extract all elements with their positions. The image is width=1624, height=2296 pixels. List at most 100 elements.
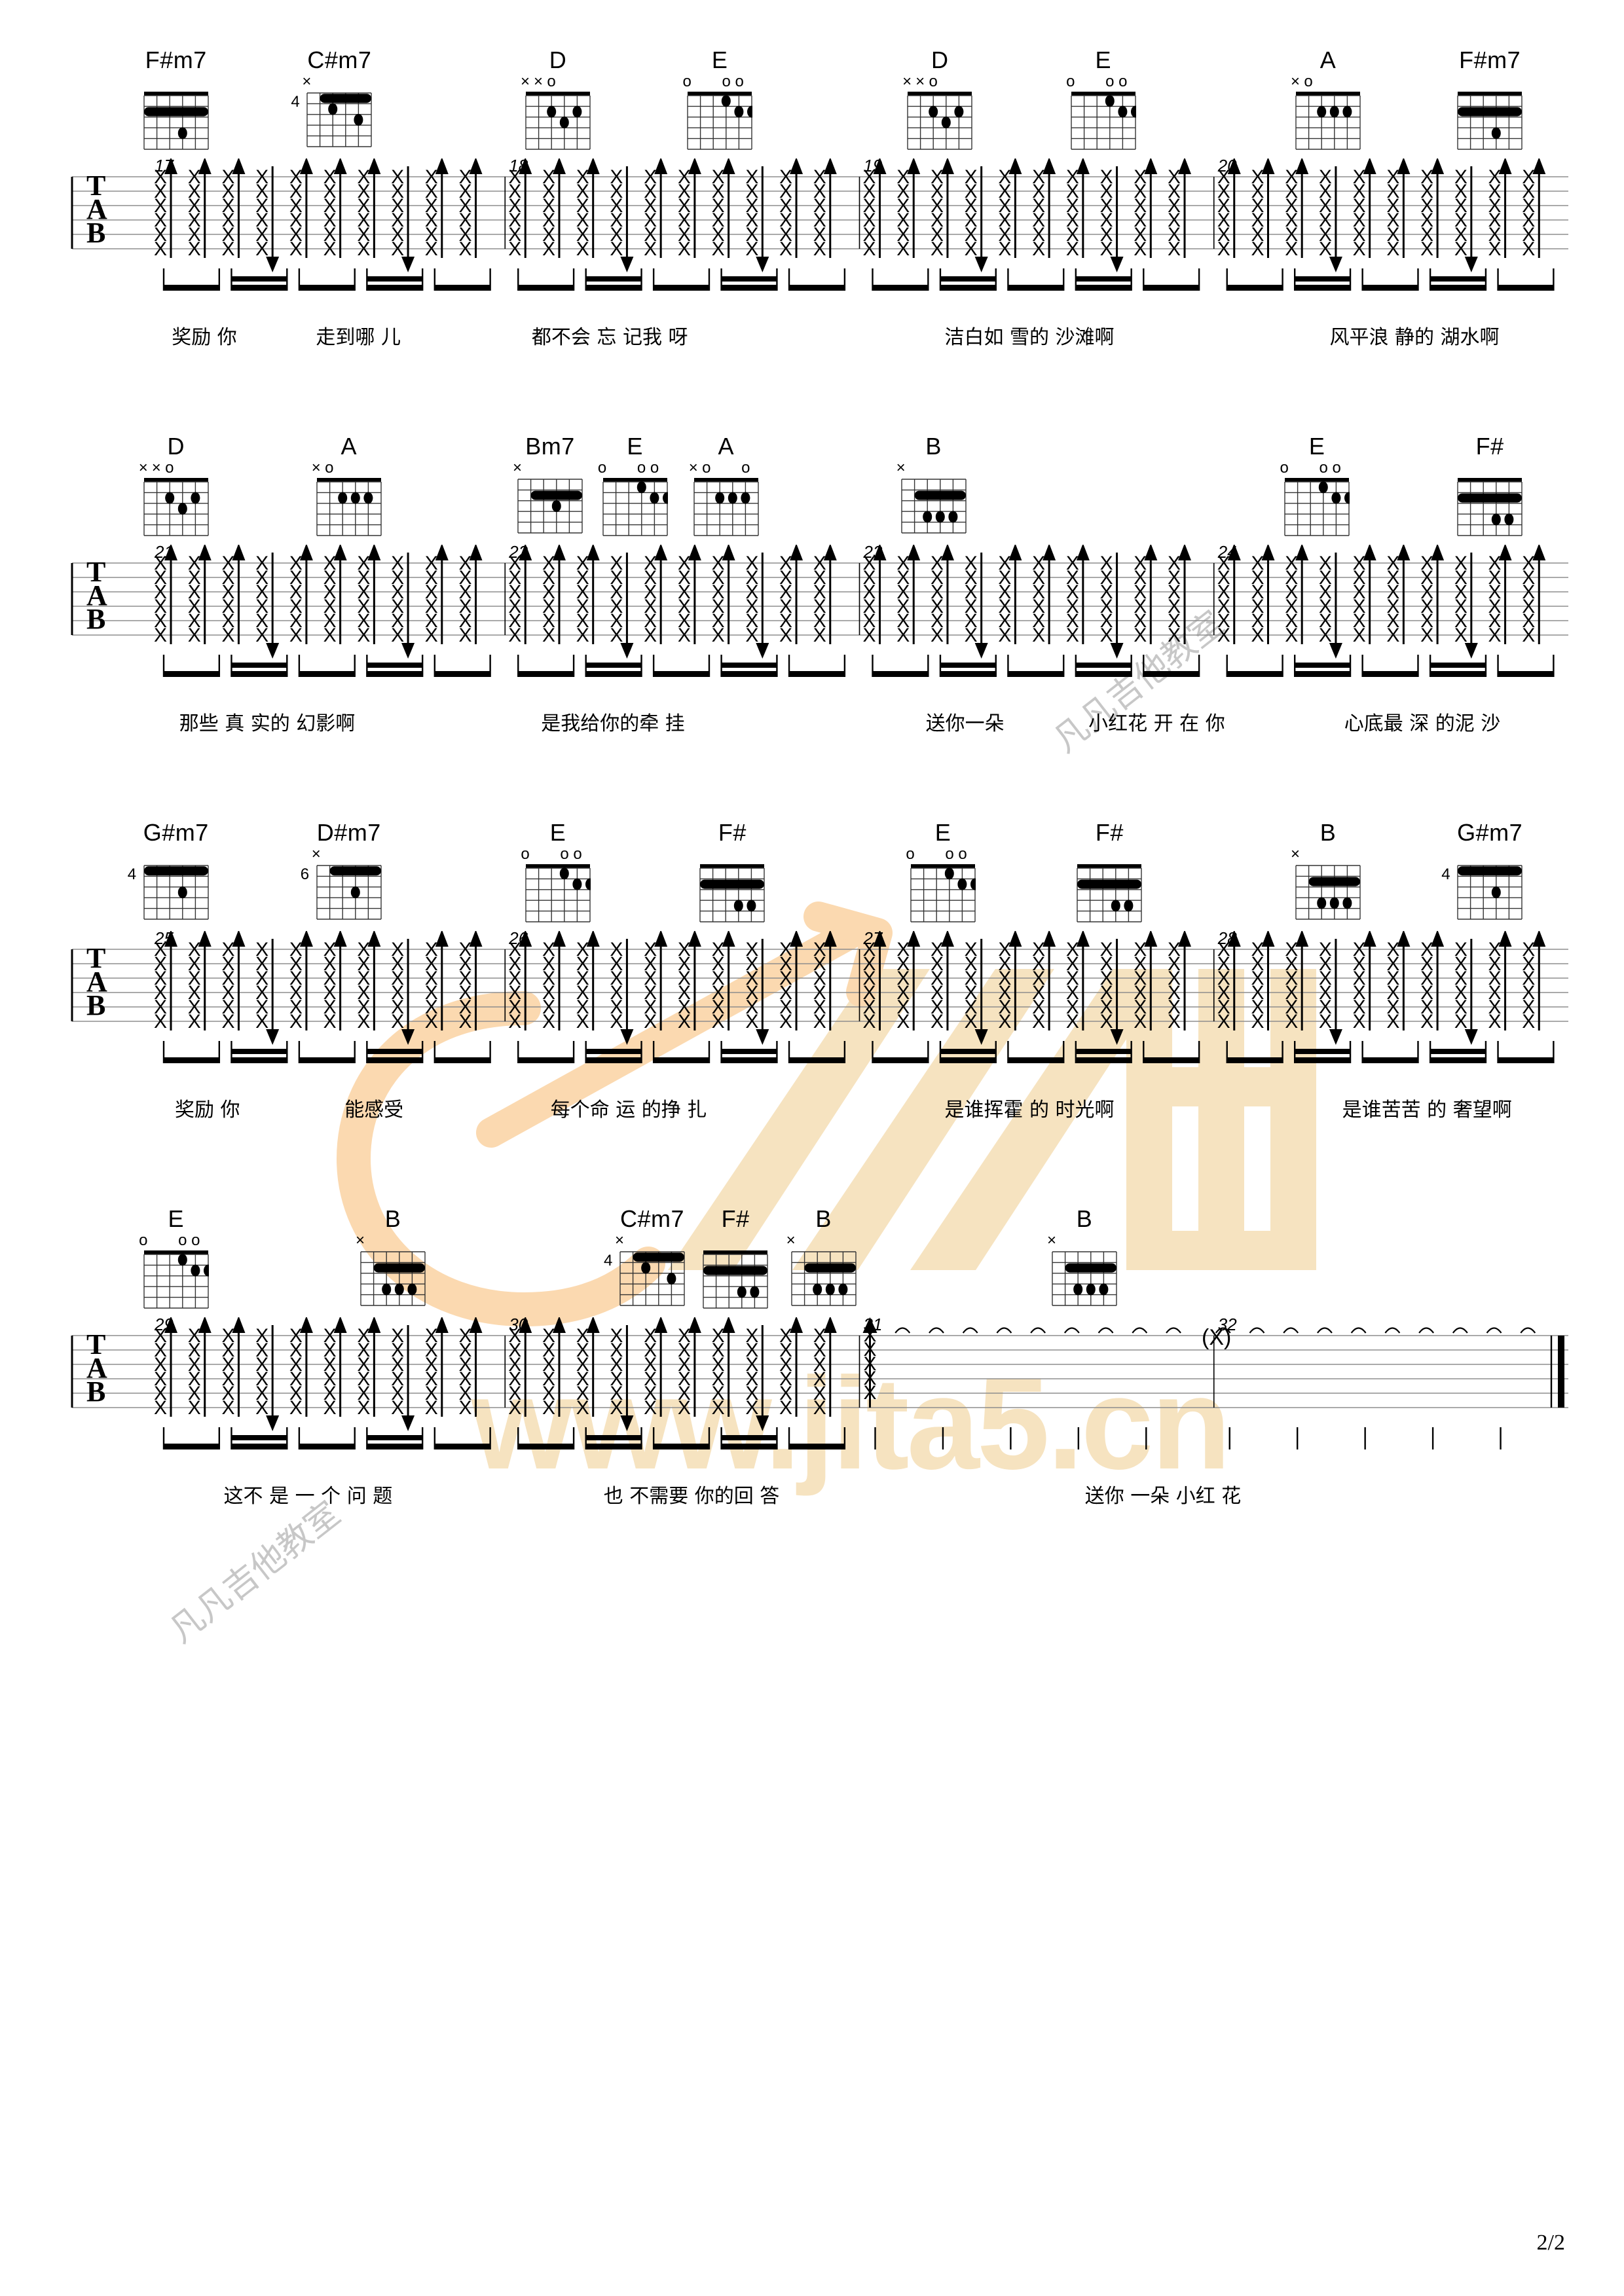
mute-strum-x: X: [391, 581, 404, 603]
mute-strum-x: X: [1100, 195, 1113, 217]
mute-strum-x: X: [357, 953, 370, 975]
mute-strum-x: X: [508, 166, 521, 188]
mute-strum-x: X: [998, 195, 1011, 217]
mute-strum-x: X: [154, 982, 167, 1004]
mute-strum-x: X: [931, 939, 944, 960]
mute-strum-x: X: [221, 195, 234, 217]
chord-diagram: B ×: [784, 1206, 863, 1311]
mute-strum-x: X: [542, 939, 555, 960]
mute-strum-x: X: [357, 224, 370, 246]
mute-strum-x: X: [154, 224, 167, 246]
mute-strum-x: X: [813, 553, 826, 574]
mute-strum-x: X: [813, 1325, 826, 1347]
mute-strum-x: X: [1319, 596, 1332, 617]
mute-strum-x: X: [391, 567, 404, 589]
mute-strum-x: X: [1168, 238, 1181, 260]
mute-strum-x: X: [1319, 195, 1332, 217]
mute-strum-x: X: [779, 581, 792, 603]
finger-dot: [1504, 513, 1514, 526]
finger-dot: [667, 1273, 676, 1285]
mute-strum-x: X: [154, 610, 167, 632]
chord-diagram: F#: [693, 820, 771, 924]
lyrics-row: 那些 真 实的 幻影啊 是我给你的牵 挂 送你一朵 小红花 开 在 你 心底最 深 的泥…: [0, 707, 1624, 737]
mute-strum-x: X: [1251, 166, 1264, 188]
mute-x-icon: ×: [302, 73, 312, 90]
mute-strum-x: X: [678, 553, 691, 574]
mute-strum-x: X: [576, 238, 589, 260]
mute-strum-x: X: [1168, 610, 1181, 632]
mute-strum-x: X: [813, 1339, 826, 1361]
mute-strum-x: X: [610, 1339, 623, 1361]
mute-strum-x: X: [1522, 567, 1535, 589]
mute-strum-x: X: [1454, 224, 1467, 246]
mute-strum-x: X: [1386, 982, 1399, 1004]
mute-strum-x: X: [1217, 567, 1230, 589]
open-string-icon: o: [1066, 73, 1075, 90]
mute-strum-x: X: [576, 224, 589, 246]
mute-strum-x: X: [965, 581, 978, 603]
mute-strum-x: X: [1420, 166, 1433, 188]
mute-strum-x: X: [154, 553, 167, 574]
mute-strum-x: X: [1353, 939, 1366, 960]
chord-diagram: B ×: [1289, 820, 1367, 924]
open-string-icon: o: [165, 459, 174, 477]
mute-strum-x: X: [610, 224, 623, 246]
mute-x-icon: ×: [512, 459, 523, 477]
mute-strum-x: X: [542, 567, 555, 589]
open-string-icon: o: [958, 845, 967, 863]
mute-strum-x: X: [1454, 238, 1467, 260]
mute-strum-x: X: [391, 939, 404, 960]
mute-strum-x: X: [508, 581, 521, 603]
finger-dot: [728, 492, 737, 504]
ghost-note-x: (X): [1202, 1325, 1231, 1350]
open-string-icon: o: [682, 73, 692, 90]
mute-strum-x: X: [813, 596, 826, 617]
mute-strum-x: X: [188, 939, 201, 960]
finger-dot: [363, 492, 373, 504]
finger-dot: [1329, 897, 1339, 909]
chord-name: E: [168, 1205, 185, 1232]
mute-strum-x: X: [576, 953, 589, 975]
finger-dot: [1073, 1283, 1083, 1296]
mute-strum-x: X: [1488, 596, 1502, 617]
mute-strum-x: X: [678, 1339, 691, 1361]
mute-strum-x: X: [931, 625, 944, 646]
mute-strum-x: X: [863, 625, 876, 646]
chord-name: E: [549, 819, 566, 846]
mute-strum-x: X: [1032, 553, 1045, 574]
mute-strum-x: X: [779, 1354, 792, 1376]
chord-name: C#m7: [307, 46, 372, 73]
mute-strum-x: X: [1420, 968, 1433, 989]
mute-strum-x: X: [813, 581, 826, 603]
mute-strum-x: X: [1217, 996, 1230, 1018]
mute-strum-x: X: [1353, 238, 1366, 260]
mute-strum-x: X: [779, 166, 792, 188]
mute-strum-x: X: [508, 1354, 521, 1376]
mute-strum-x: X: [998, 939, 1011, 960]
mute-strum-x: X: [425, 1368, 438, 1390]
mute-strum-x: X: [1100, 210, 1113, 231]
mute-strum-x: X: [459, 968, 472, 989]
mute-strum-x: X: [745, 224, 758, 246]
mute-strum-x: X: [610, 210, 623, 231]
mute-strum-x: X: [508, 982, 521, 1004]
mute-strum-x: X: [323, 181, 337, 202]
tab-staff: TAB25XXXXXXXXXXXXXXXXXXXXXXXXXXXXXXXXXXX…: [71, 928, 1568, 1063]
tab-clef-letter: B: [86, 989, 105, 1021]
chord-open-mute-markers: ×: [784, 1233, 863, 1248]
mute-strum-x: X: [712, 1354, 725, 1376]
mute-strum-x: X: [678, 968, 691, 989]
mute-strum-x: X: [154, 238, 167, 260]
mute-strum-x: X: [542, 181, 555, 202]
finger-dot: [944, 867, 954, 880]
mute-strum-x: X: [1217, 166, 1230, 188]
mute-strum-x: X: [255, 596, 268, 617]
mute-strum-x: X: [1251, 596, 1264, 617]
mute-strum-x: X: [1217, 195, 1230, 217]
mute-strum-x: X: [1522, 238, 1535, 260]
barre-bar: [1458, 866, 1522, 876]
mute-strum-x: X: [459, 1354, 472, 1376]
